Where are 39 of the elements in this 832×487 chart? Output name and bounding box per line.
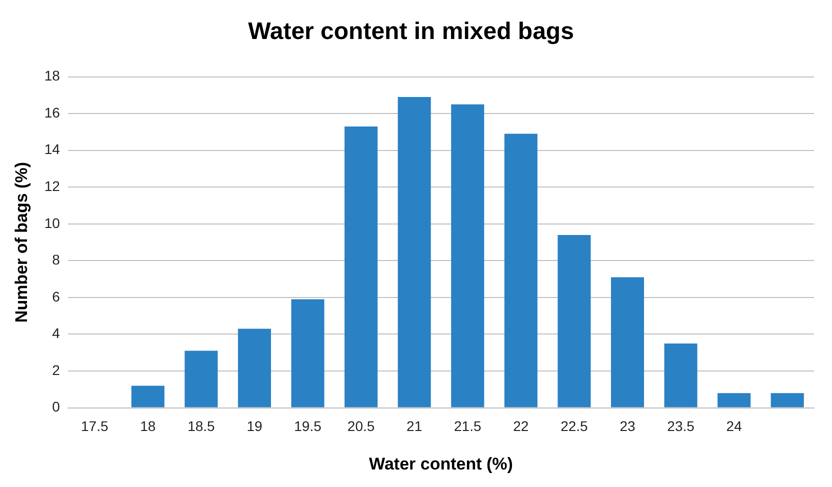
x-axis-title: Water content (%) [369,454,513,474]
x-tick-label: 19.5 [294,418,322,434]
x-tick-label: 22 [513,418,529,434]
x-tick-label: 18 [140,418,156,434]
bar [610,277,644,408]
x-tick-label: 22.5 [560,418,588,434]
y-tick-label: 12 [44,178,60,194]
y-tick-label: 14 [44,141,60,158]
x-tick-label: 18.5 [188,418,216,434]
x-tick-label: 19 [246,418,262,434]
y-tick-label: 2 [52,362,60,378]
bar [770,393,804,408]
y-axis-title: Number of bags (%) [12,162,31,323]
x-tick-label: 21 [406,418,422,434]
y-tick-label: 6 [52,288,60,304]
x-tick-label: 21.5 [454,418,482,434]
bar [504,134,538,408]
x-tick-label: 24 [726,418,742,434]
y-tick-label: 16 [44,104,60,120]
x-tick-label: 23 [620,418,636,434]
y-tick-label: 4 [52,325,60,342]
y-tick-label: 0 [52,398,60,415]
x-tick-label: 20.5 [347,418,375,434]
bar [184,350,218,408]
bar [344,126,378,408]
bar [664,343,698,408]
bar [398,97,431,408]
bar [558,234,591,408]
y-tick-label: 8 [52,252,60,268]
y-tick-label: 10 [44,214,60,231]
bar [238,328,271,408]
x-tick-label: 17.5 [80,418,108,434]
y-tick-label: 18 [44,68,60,84]
bar [131,386,164,408]
bar [718,393,751,408]
bar [291,299,324,408]
x-tick-label: 23.5 [667,418,695,434]
bar [451,104,484,408]
chart-title: Water content in mixed bags [248,18,574,46]
